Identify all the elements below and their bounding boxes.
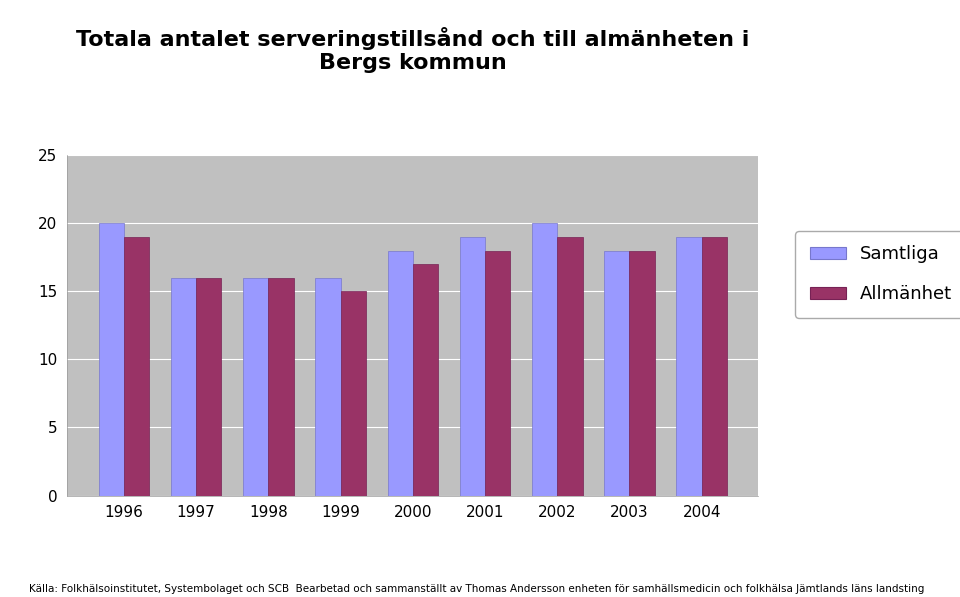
Bar bbox=[269, 278, 294, 496]
Bar bbox=[485, 251, 511, 496]
Bar bbox=[315, 278, 341, 496]
Bar bbox=[99, 223, 124, 496]
Bar bbox=[630, 251, 655, 496]
Legend: Samtliga, Allmänhet: Samtliga, Allmänhet bbox=[795, 231, 960, 318]
Bar bbox=[124, 237, 149, 496]
Text: Källa: Folkhälsoinstitutet, Systembolaget och SCB  Bearbetad och sammanställt av: Källa: Folkhälsoinstitutet, Systembolage… bbox=[29, 584, 924, 594]
Bar bbox=[196, 278, 222, 496]
Bar bbox=[413, 264, 438, 496]
Bar bbox=[702, 237, 727, 496]
Bar bbox=[604, 251, 630, 496]
Text: Totala antalet serveringstillsånd och till almänheten i
Bergs kommun: Totala antalet serveringstillsånd och ti… bbox=[76, 27, 750, 73]
Bar bbox=[341, 291, 366, 496]
Bar bbox=[460, 237, 485, 496]
Bar bbox=[532, 223, 557, 496]
Bar bbox=[557, 237, 583, 496]
Bar bbox=[243, 278, 269, 496]
Bar bbox=[171, 278, 196, 496]
Bar bbox=[388, 251, 413, 496]
Bar bbox=[677, 237, 702, 496]
